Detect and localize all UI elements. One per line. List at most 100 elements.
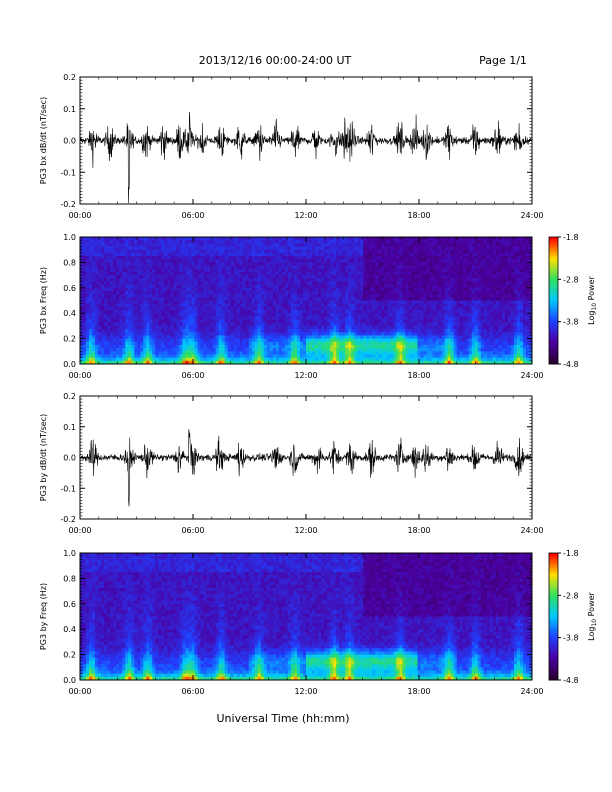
heatmap-cell bbox=[263, 284, 268, 289]
heatmap-cell bbox=[312, 262, 316, 266]
heatmap-cell bbox=[86, 287, 90, 292]
heatmap-cell bbox=[321, 294, 325, 298]
heatmap-cell bbox=[245, 325, 250, 330]
heatmap-cell bbox=[435, 246, 439, 251]
heatmap-cell bbox=[375, 322, 379, 327]
heatmap-cell bbox=[257, 262, 262, 266]
heatmap-cell bbox=[245, 268, 250, 273]
heatmap-cell bbox=[104, 243, 108, 247]
heatmap-cell bbox=[152, 341, 156, 346]
heatmap-cell bbox=[399, 310, 403, 314]
heatmap-cell bbox=[432, 360, 436, 365]
heatmap-cell bbox=[215, 354, 220, 359]
heatmap-cell bbox=[116, 325, 120, 330]
heatmap-cell bbox=[80, 329, 84, 333]
heatmap-cell bbox=[101, 303, 105, 308]
heatmap-cell bbox=[396, 306, 400, 311]
heatmap-cell bbox=[107, 243, 111, 247]
heatmap-cell bbox=[408, 246, 412, 251]
heatmap-cell bbox=[131, 240, 135, 244]
heatmap-cell bbox=[122, 281, 126, 286]
heatmap-cell bbox=[254, 243, 259, 247]
heatmap-cell bbox=[134, 297, 138, 301]
heatmap-cell bbox=[170, 268, 174, 273]
heatmap-cell bbox=[95, 256, 99, 260]
heatmap-cell bbox=[86, 259, 90, 263]
heatmap-cell bbox=[351, 271, 355, 276]
heatmap-cell bbox=[140, 322, 144, 327]
heatmap-cell bbox=[164, 303, 168, 308]
heatmap-cell bbox=[113, 262, 117, 266]
heatmap-cell bbox=[242, 325, 247, 330]
heatmap-cell bbox=[435, 306, 439, 311]
heatmap-cell bbox=[122, 300, 126, 305]
heatmap-cell bbox=[203, 306, 207, 311]
heatmap-cell bbox=[278, 287, 283, 292]
heatmap-cell bbox=[164, 249, 168, 254]
heatmap-cell bbox=[327, 237, 331, 241]
heatmap-cell bbox=[227, 256, 232, 260]
heatmap-cell bbox=[167, 265, 171, 270]
heatmap-cell bbox=[302, 338, 307, 343]
heatmap-cell bbox=[113, 335, 117, 339]
heatmap-cell bbox=[107, 237, 111, 241]
heatmap-cell bbox=[140, 265, 144, 270]
heatmap-cell bbox=[381, 303, 385, 308]
heatmap-cell bbox=[339, 243, 343, 247]
heatmap-cell bbox=[290, 341, 295, 346]
heatmap-cell bbox=[254, 310, 259, 314]
heatmap-cell bbox=[167, 252, 171, 257]
heatmap-cell bbox=[378, 348, 382, 352]
heatmap-cell bbox=[369, 313, 373, 317]
heatmap-cell bbox=[302, 306, 307, 311]
heatmap-cell bbox=[351, 310, 355, 314]
heatmap-cell bbox=[263, 271, 268, 276]
heatmap-cell bbox=[293, 348, 298, 352]
heatmap-cell bbox=[107, 335, 111, 339]
heatmap-cell bbox=[215, 322, 220, 327]
heatmap-cell bbox=[299, 265, 304, 270]
heatmap-cell bbox=[357, 252, 361, 257]
heatmap-cell bbox=[116, 335, 120, 339]
heatmap-cell bbox=[357, 338, 361, 343]
heatmap-cell bbox=[113, 297, 117, 301]
heatmap-cell bbox=[426, 240, 430, 244]
heatmap-cell bbox=[281, 284, 286, 289]
heatmap-cell bbox=[221, 237, 226, 241]
heatmap-cell bbox=[312, 290, 316, 295]
heatmap-cell bbox=[299, 275, 304, 279]
heatmap-cell bbox=[281, 249, 286, 254]
heatmap-cell bbox=[405, 284, 409, 289]
heatmap-cell bbox=[315, 259, 319, 263]
heatmap-cell bbox=[342, 303, 346, 308]
heatmap-cell bbox=[360, 348, 364, 352]
heatmap-cell bbox=[266, 344, 271, 349]
heatmap-cell bbox=[197, 297, 201, 301]
heatmap-cell bbox=[318, 281, 322, 286]
heatmap-cell bbox=[366, 246, 370, 251]
heatmap-cell bbox=[405, 259, 409, 263]
heatmap-cell bbox=[236, 256, 241, 260]
heatmap-cell bbox=[402, 252, 406, 257]
heatmap-cell bbox=[324, 275, 328, 279]
heatmap-cell bbox=[345, 351, 349, 355]
heatmap-cell bbox=[257, 278, 262, 282]
heatmap-cell bbox=[414, 256, 418, 260]
heatmap-cell bbox=[309, 357, 313, 362]
heatmap-cell bbox=[233, 338, 238, 343]
heatmap-cell bbox=[167, 310, 171, 314]
heatmap-cell bbox=[251, 313, 256, 317]
heatmap-cell bbox=[396, 354, 400, 359]
heatmap-cell bbox=[140, 287, 144, 292]
heatmap-cell bbox=[275, 335, 280, 339]
heatmap-cell bbox=[369, 268, 373, 273]
heatmap-cell bbox=[257, 294, 262, 298]
heatmap-cell bbox=[396, 256, 400, 260]
heatmap-cell bbox=[435, 249, 439, 254]
heatmap-cell bbox=[110, 243, 114, 247]
heatmap-cell bbox=[152, 262, 156, 266]
heatmap-cell bbox=[281, 237, 286, 241]
heatmap-cell bbox=[188, 306, 192, 311]
heatmap-cell bbox=[309, 271, 313, 276]
heatmap-cell bbox=[408, 262, 412, 266]
